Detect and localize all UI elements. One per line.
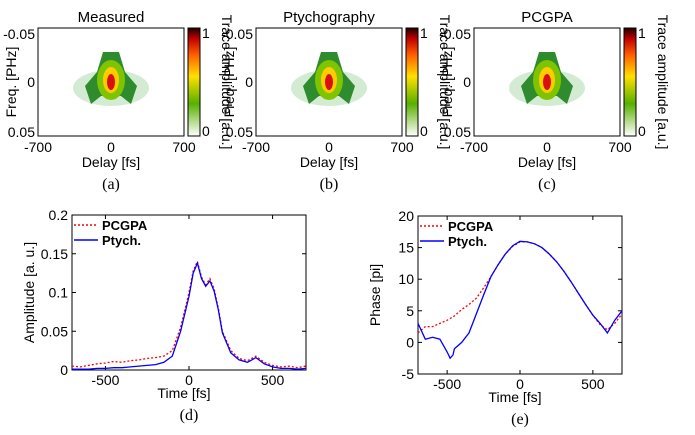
x-axis-label: Delay [fs]: [82, 154, 140, 170]
y-axis-label: Freq. [PHz]: [439, 47, 455, 118]
heatmap-panel-1: [255, 27, 419, 137]
y-axis-label: Freq. [PHz]: [3, 47, 19, 118]
y-tick-label: -5: [402, 366, 415, 382]
x-tick-label: 0: [543, 139, 551, 155]
phase-plot: [417, 215, 623, 375]
x-tick-label: 500: [261, 372, 285, 388]
y-tick-label: 0.2: [49, 207, 69, 223]
panel-caption: (a): [102, 176, 120, 193]
panel-caption: (e): [511, 411, 529, 428]
y-tick-label: 0: [27, 74, 35, 90]
colorbar-label: Trace amplitude [a.u.]: [219, 15, 235, 150]
colorbar-tick-label: 1: [202, 25, 210, 41]
panel-caption: (d): [180, 407, 199, 424]
x-tick-label: -700: [460, 139, 488, 155]
x-tick-label: 0: [516, 376, 524, 392]
y-tick-label: 0: [463, 74, 471, 90]
y-tick-label: 0.1: [49, 285, 69, 301]
amplitude-plot: [71, 214, 307, 371]
x-tick-label: -700: [242, 139, 270, 155]
x-tick-label: -500: [433, 376, 461, 392]
x-tick-label: -500: [91, 372, 119, 388]
x-tick-label: 500: [581, 376, 605, 392]
y-tick-label: 20: [398, 208, 414, 224]
panel-caption: (c): [538, 176, 556, 193]
x-tick-label: 700: [608, 139, 632, 155]
colorbar: [623, 27, 637, 137]
colorbar-tick-label: 1: [420, 25, 428, 41]
y-tick-label: -0.05: [3, 26, 35, 42]
x-tick-label: 0: [325, 139, 333, 155]
legend-label: Ptych.: [102, 233, 141, 248]
legend-label: Ptych.: [448, 234, 487, 249]
y-tick-label: 0.05: [444, 124, 471, 140]
y-tick-label: 0: [245, 74, 253, 90]
y-tick-label: 15: [398, 240, 414, 256]
colorbar: [187, 27, 201, 137]
y-tick-label: 0.05: [8, 124, 35, 140]
series-line-1: [72, 261, 307, 370]
y-tick-label: 0.05: [41, 323, 68, 339]
y-tick-label: -0.05: [221, 26, 253, 42]
y-tick-label: -0.05: [439, 26, 471, 42]
series-line-0: [71, 259, 307, 369]
legend-label: PCGPA: [102, 218, 148, 233]
trace-peak: [107, 74, 115, 90]
colorbar-tick-label: 0: [420, 123, 428, 139]
y-tick-label: 0: [60, 362, 68, 378]
panel-title: Measured: [78, 9, 145, 26]
panel-title: Ptychography: [283, 9, 375, 26]
legend-label: PCGPA: [448, 219, 494, 234]
panel-caption: (b): [320, 176, 339, 193]
colorbar-tick-label: 1: [638, 25, 646, 41]
colorbar: [405, 27, 419, 137]
x-tick-label: 0: [107, 139, 115, 155]
series-line-1: [417, 240, 623, 360]
colorbar-label: Trace amplitude [a.u.]: [655, 15, 671, 150]
trace-peak: [325, 74, 333, 90]
colorbar-tick-label: 0: [638, 123, 646, 139]
x-axis-label: Time [fs]: [157, 385, 210, 401]
y-axis-label: Freq. [PHz]: [221, 47, 237, 118]
x-axis-label: Delay [fs]: [300, 154, 358, 170]
x-tick-label: 700: [390, 139, 414, 155]
y-axis-label: Amplitude [a. u.]: [21, 242, 37, 343]
y-axis-label: Phase [pi]: [367, 264, 383, 326]
colorbar-label: Trace amplitude [a.u.]: [437, 15, 453, 150]
trace-peak: [543, 74, 551, 90]
x-tick-label: 700: [172, 139, 196, 155]
y-tick-label: 5: [406, 303, 414, 319]
panel-title: PCGPA: [521, 9, 572, 26]
heatmap-panel-2: [473, 27, 637, 137]
x-tick-label: -700: [24, 139, 52, 155]
y-tick-label: 0.05: [226, 124, 253, 140]
colorbar-tick-label: 0: [202, 123, 210, 139]
x-tick-label: 0: [185, 372, 193, 388]
y-tick-label: 0.15: [41, 246, 68, 262]
x-axis-label: Time [fs]: [488, 389, 541, 405]
y-tick-label: 10: [398, 271, 414, 287]
x-axis-label: Delay [fs]: [518, 154, 576, 170]
heatmap-panel-0: [37, 27, 201, 137]
y-tick-label: 0: [406, 334, 414, 350]
